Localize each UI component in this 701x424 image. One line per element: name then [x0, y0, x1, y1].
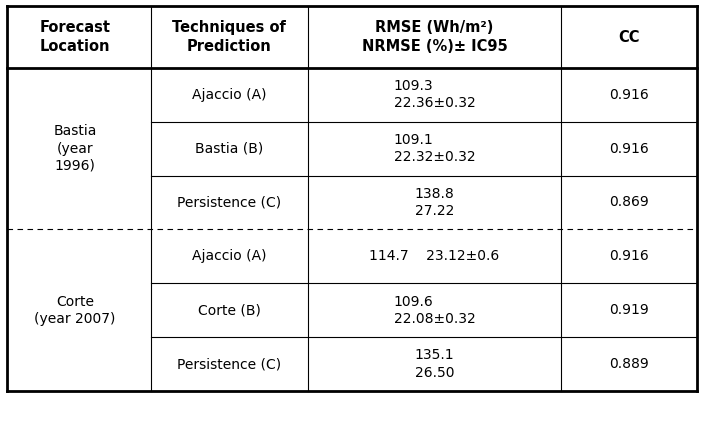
Text: 0.889: 0.889: [609, 357, 648, 371]
Text: Persistence (C): Persistence (C): [177, 195, 281, 209]
Text: 0.916: 0.916: [609, 249, 648, 263]
Text: CC: CC: [618, 30, 639, 45]
Text: 138.8
27.22: 138.8 27.22: [415, 187, 454, 218]
Text: 0.919: 0.919: [609, 303, 648, 317]
Text: Bastia
(year
1996): Bastia (year 1996): [53, 124, 97, 173]
Text: 109.1
22.32±0.32: 109.1 22.32±0.32: [394, 133, 475, 164]
Text: Ajaccio (A): Ajaccio (A): [192, 249, 266, 263]
Text: 114.7    23.12±0.6: 114.7 23.12±0.6: [369, 249, 500, 263]
Text: 135.1
26.50: 135.1 26.50: [415, 349, 454, 379]
Text: 0.869: 0.869: [609, 195, 648, 209]
Text: Corte (B): Corte (B): [198, 303, 261, 317]
Text: Bastia (B): Bastia (B): [195, 142, 264, 156]
Text: RMSE (Wh/m²)
NRMSE (%)± IC95: RMSE (Wh/m²) NRMSE (%)± IC95: [362, 20, 508, 54]
Text: Ajaccio (A): Ajaccio (A): [192, 88, 266, 102]
Text: Persistence (C): Persistence (C): [177, 357, 281, 371]
Text: 0.916: 0.916: [609, 88, 648, 102]
Text: 109.3
22.36±0.32: 109.3 22.36±0.32: [394, 79, 475, 110]
Text: Corte
(year 2007): Corte (year 2007): [34, 295, 116, 326]
Text: Techniques of
Prediction: Techniques of Prediction: [172, 20, 286, 54]
Text: 109.6
22.08±0.32: 109.6 22.08±0.32: [394, 295, 475, 326]
Text: Forecast
Location: Forecast Location: [39, 20, 111, 54]
Text: 0.916: 0.916: [609, 142, 648, 156]
